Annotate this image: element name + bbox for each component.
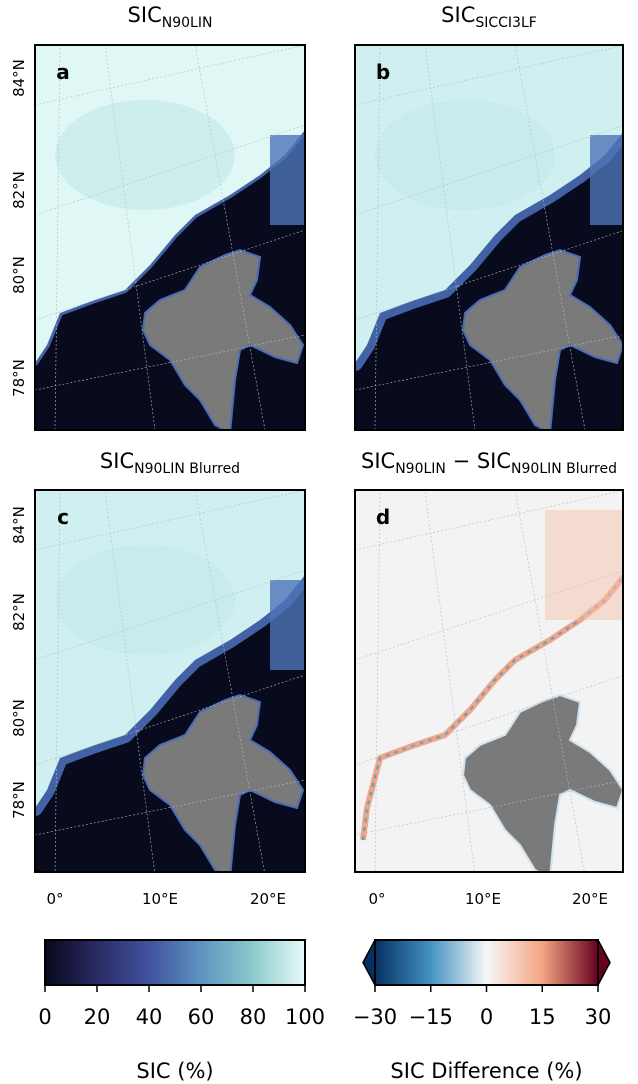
- colorbar-tick-label: 80: [240, 1005, 267, 1029]
- lat-label: 80°N: [10, 699, 28, 737]
- panel-title: SICSICCI3LF: [441, 3, 537, 31]
- ice-texture: [375, 100, 555, 210]
- panel-title: SICN90LIN − SICN90LIN Blurred: [361, 449, 617, 477]
- colorbar-tick-label: 60: [188, 1005, 215, 1029]
- colorbar-tick-label: 15: [529, 1005, 556, 1029]
- drift-ice: [270, 135, 305, 225]
- title-main: SIC: [128, 3, 162, 27]
- lon-label: 20°E: [250, 890, 286, 908]
- drift-ice: [590, 135, 625, 225]
- lat-label: 80°N: [10, 256, 28, 294]
- title-main: SIC: [477, 449, 511, 473]
- colorbar-tick-label: −30: [353, 1005, 397, 1029]
- title-main: SIC: [441, 3, 475, 27]
- title-main: SIC: [100, 449, 134, 473]
- title-joiner: −: [446, 449, 477, 473]
- colorbar-tick-label: 0: [38, 1005, 51, 1029]
- lon-label: 10°E: [142, 890, 178, 908]
- map: [35, 45, 305, 433]
- lat-label: 78°N: [10, 781, 28, 819]
- map: [355, 490, 625, 878]
- lon-label: 0°: [368, 890, 385, 908]
- colorbar-tick-label: 20: [84, 1005, 111, 1029]
- panel-title: SICN90LIN Blurred: [100, 449, 240, 477]
- panel-letter: c: [57, 505, 69, 529]
- ice-texture: [55, 100, 235, 210]
- drift-ice: [270, 580, 305, 670]
- extend-high: [598, 940, 610, 985]
- ice-texture: [55, 545, 235, 655]
- panel-letter: a: [56, 60, 70, 84]
- panel-letter: b: [376, 60, 390, 84]
- title-sub: N90LIN Blurred: [511, 461, 617, 477]
- colorbar-label: SIC (%): [136, 1059, 213, 1083]
- colorbar: [375, 940, 598, 985]
- title-sub: N90LIN: [162, 15, 213, 31]
- title-sub: N90LIN: [395, 461, 446, 477]
- map: [35, 490, 305, 878]
- lon-label: 20°E: [572, 890, 608, 908]
- map: [355, 45, 625, 433]
- lon-label: 0°: [46, 890, 63, 908]
- figure: SICN90LINaSICSICCI3LFbSICN90LIN Blurredc…: [0, 0, 638, 1084]
- lat-label: 78°N: [10, 359, 28, 397]
- title-main: SIC: [361, 449, 395, 473]
- lat-label: 82°N: [10, 171, 28, 209]
- colorbar-label: SIC Difference (%): [390, 1059, 582, 1083]
- colorbar-tick-label: 40: [136, 1005, 163, 1029]
- panel-letter: d: [376, 505, 390, 529]
- lon-label: 10°E: [465, 890, 501, 908]
- colorbar-tick-label: 100: [285, 1005, 325, 1029]
- lat-label: 84°N: [10, 59, 28, 97]
- title-sub: SICCI3LF: [475, 15, 536, 31]
- colorbar-tick-label: 30: [585, 1005, 612, 1029]
- panel-title: SICN90LIN: [128, 3, 213, 31]
- noise: [545, 510, 625, 620]
- lat-label: 82°N: [10, 593, 28, 631]
- colorbar-tick-label: 0: [480, 1005, 493, 1029]
- colorbar-tick-label: −15: [409, 1005, 453, 1029]
- colorbar: [45, 940, 305, 985]
- extend-low: [363, 940, 375, 985]
- title-sub: N90LIN Blurred: [134, 461, 240, 477]
- lat-label: 84°N: [10, 506, 28, 544]
